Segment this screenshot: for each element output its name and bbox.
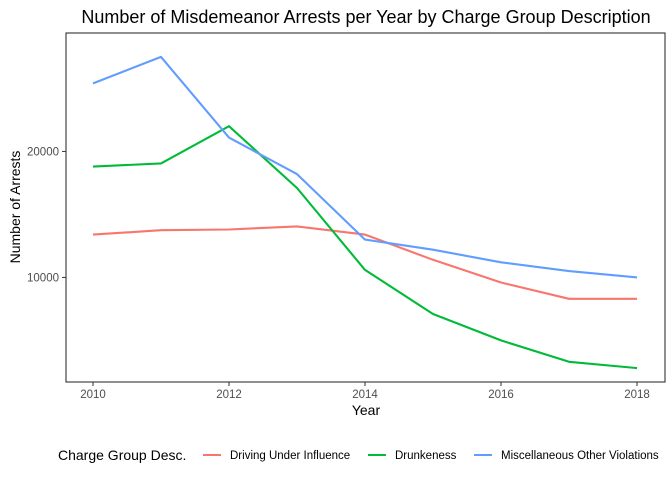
- plot-panel-border: [65, 32, 666, 383]
- x-axis: 2010 2012 2014 2016 2018: [80, 382, 650, 401]
- x-axis-title: Year: [352, 402, 381, 418]
- legend-item-label: Drunkeness: [395, 450, 457, 462]
- x-tick-label: 2014: [352, 389, 378, 401]
- legend-item-label: Driving Under Influence: [230, 450, 350, 462]
- legend-item: Miscellaneous Other Violations: [474, 450, 659, 462]
- legend-item: Driving Under Influence: [203, 450, 350, 462]
- x-tick-label: 2018: [624, 389, 650, 401]
- series-layer: [92, 55, 638, 370]
- legend-item: Drunkeness: [368, 450, 457, 462]
- series-line-1: [92, 225, 637, 300]
- legend: Charge Group Desc. Driving Under Influen…: [58, 447, 659, 463]
- series-line-2: [92, 125, 638, 370]
- x-tick-label: 2016: [488, 389, 514, 401]
- series-line-3: [92, 55, 638, 279]
- plot-area: [65, 32, 666, 383]
- legend-items: Driving Under Influence Drunkeness Miscell…: [203, 450, 659, 462]
- chart-title: Number of Misdemeanor Arrests per Year b…: [81, 7, 650, 27]
- y-tick-label: 10000: [27, 272, 59, 284]
- x-tick-label: 2012: [216, 389, 242, 401]
- y-axis: 10000 20000: [27, 146, 66, 284]
- legend-item-label: Miscellaneous Other Violations: [501, 450, 659, 462]
- legend-title: Charge Group Desc.: [58, 447, 186, 463]
- y-tick-label: 20000: [27, 146, 59, 158]
- x-tick-label: 2010: [80, 389, 106, 401]
- y-axis-title: Number of Arrests: [7, 151, 23, 264]
